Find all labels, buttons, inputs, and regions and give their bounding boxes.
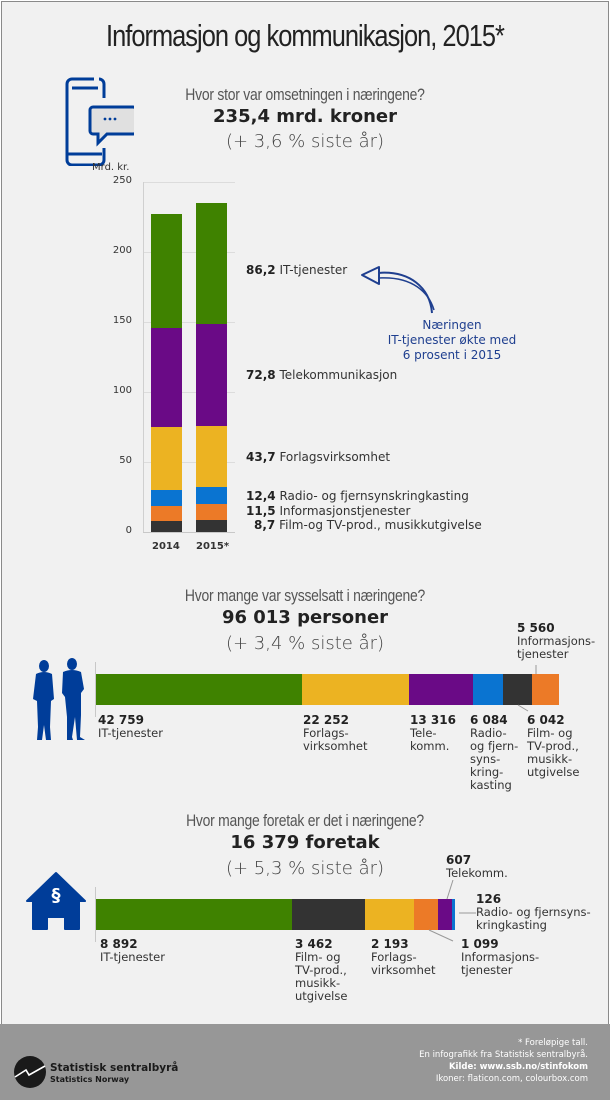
revenue-total: 235,4 mrd. kroner [213,106,397,127]
gridline [143,252,235,253]
emp-label-radio: 6 084 Radio-og fjern-syns-kring-kasting [470,713,519,792]
label-telekom: 72,8 Telekommunikasjon [246,368,398,382]
y-tick: 0 [125,525,132,536]
emp-label-forlag: 22 252 Forlags-virksomhet [303,713,368,753]
ent-label-forlag: 2 193 Forlags-virksomhet [371,937,436,977]
enterprises-change: (+ 5,3 % siste år) [225,858,385,879]
employment-question: Hvor mange var sysselsatt i næringene? [184,586,426,605]
curved-arrow-icon [361,266,435,314]
emp-segment-radio [473,674,503,705]
emp-segment-film [503,674,532,705]
ent-segment-forlag [365,899,414,930]
bar-segment-film [196,520,227,532]
emp-label-it: 42 759 IT-tjenester [98,713,163,740]
bar-segment-info [151,506,182,521]
ent-label-radio: 126 Radio- og fjernsyns-kringkasting [476,892,591,932]
ent-segment-telekom [438,899,452,930]
svg-text:§: § [52,885,61,906]
house-paragraph-icon: § [26,872,86,930]
emp-label-info: 5 560 Informasjons-tjenester [517,621,596,661]
label-film: 8,7 Film-og TV-prod., musikkutgivelse [254,518,482,532]
ent-segment-film [292,899,365,930]
leader-lines [428,880,476,942]
y-tick: 250 [112,175,132,186]
y-tick: 150 [112,315,132,326]
emp-label-film: 6 042 Film- og TV-prod., musikk-utgivelse [527,713,580,779]
y-tick: 50 [119,455,132,466]
ssb-logo-icon [14,1056,46,1088]
enterprises-total: 16 379 foretak [230,832,380,853]
people-silhouette-icon [33,658,85,740]
ent-label-info: 1 099 Informasjons-tjenester [461,937,540,977]
y-axis-unit: Mrd. kr. [92,162,130,173]
ent-label-telekom: 607 Telekomm. [446,853,508,880]
x-tick-2015: 2015* [196,541,230,552]
bar-baseline [95,662,96,717]
employment-total: 96 013 personer [221,607,389,628]
ent-label-it: 8 892 IT-tjenester [100,937,165,964]
bar-2015 [196,203,227,532]
enterprises-bar [96,899,458,930]
label-forlag: 43,7 Forlagsvirksomhet [246,450,391,464]
bar-baseline [95,887,96,942]
gridline [143,392,235,393]
bar-segment-it [196,203,227,324]
footer-credits: * Foreløpige tall. En infografikk fra St… [419,1038,588,1084]
ent-segment-info [414,899,438,930]
bar-2014 [151,214,182,532]
infographic-panel [1,1,609,1024]
emp-segment-telekom [409,674,473,705]
bar-segment-telekom [196,323,227,426]
emp-label-telekom: 13 316 Tele-komm. [410,713,456,753]
ent-segment-it [96,899,292,930]
ssb-logo-text: Statistisk sentralbyrå Statistics Norway [50,1062,179,1085]
footer [0,1024,610,1100]
label-info: 11,5 Informasjonstjenester [246,504,411,518]
bar-segment-forlag [196,425,227,487]
bar-segment-telekom [151,327,182,427]
emp-segment-it [96,674,302,705]
gridline [143,322,235,323]
label-it: 86,2 IT-tjenester [246,263,348,277]
annotation-it-growth: Næringen IT-tjenester økte med 6 prosent… [387,318,517,362]
revenue-change: (+ 3,6 % siste år) [225,131,385,152]
ent-label-film: 3 462 Film- og TV-prod., musikk-utgivelse [295,937,348,1003]
x-tick-2014: 2014 [152,541,180,552]
bar-segment-forlag [151,427,182,490]
y-tick: 200 [112,245,132,256]
ent-segment-radio [452,899,455,930]
x-axis-line [143,532,235,533]
gridline [143,182,235,183]
y-axis-line [143,182,144,533]
bar-segment-radio [196,486,227,504]
emp-segment-info [532,674,559,705]
y-tick: 100 [112,385,132,396]
bar-segment-info [196,504,227,520]
gridline [143,462,235,463]
bar-segment-radio [151,489,182,506]
emp-segment-forlag [302,674,409,705]
revenue-question: Hvor stor var omsetningen i næringene? [185,85,425,104]
label-radio: 12,4 Radio- og fjernsynskringkasting [246,489,469,503]
smartphone-chat-icon [65,77,134,166]
bar-segment-it [151,214,182,328]
enterprises-question: Hvor mange foretak er det i næringene? [186,811,424,830]
leader-lines [517,665,537,712]
employment-bar [96,674,559,705]
employment-change: (+ 3,4 % siste år) [225,633,385,654]
page-title: Informasjon og kommunikasjon, 2015* [106,18,505,53]
bar-segment-film [151,521,182,532]
